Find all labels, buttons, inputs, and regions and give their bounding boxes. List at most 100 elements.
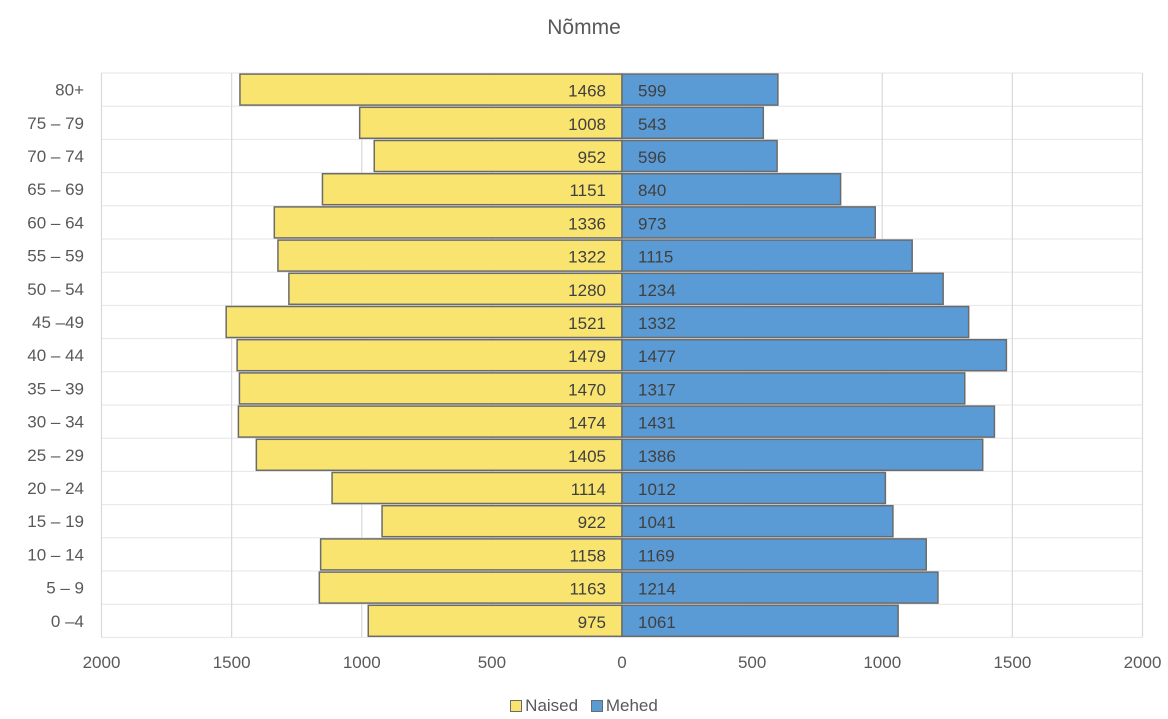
category-label: 75 – 79 <box>27 114 84 133</box>
data-label-naised: 922 <box>578 513 606 532</box>
bar-naised <box>321 172 623 206</box>
data-label-naised: 1468 <box>568 82 606 101</box>
bar-naised <box>255 438 623 472</box>
x-tick-label: 1500 <box>993 653 1031 672</box>
category-label: 65 – 69 <box>27 180 84 199</box>
data-label-naised: 975 <box>578 613 606 632</box>
x-tick-label: 2000 <box>83 653 121 672</box>
category-label: 80+ <box>55 81 84 100</box>
data-label-naised: 1163 <box>569 580 606 599</box>
bar-mehed <box>621 372 966 405</box>
bar-mehed <box>621 106 765 140</box>
category-label: 60 – 64 <box>27 213 84 232</box>
category-label: 30 – 34 <box>27 413 84 432</box>
x-tick-label: 2000 <box>1124 653 1162 672</box>
data-label-mehed: 1431 <box>638 414 676 433</box>
data-label-naised: 1158 <box>569 546 606 565</box>
legend-swatch-mehed <box>590 700 603 712</box>
bar-naised <box>239 73 623 106</box>
legend-item-naised: Naised <box>510 696 578 716</box>
bar-naised <box>238 372 623 405</box>
category-label: 5 – 9 <box>46 579 84 598</box>
data-label-naised: 1474 <box>568 414 606 433</box>
bar-naised <box>288 272 623 306</box>
bar-naised <box>381 504 623 538</box>
data-label-mehed: 1012 <box>638 480 676 499</box>
data-label-naised: 1521 <box>568 314 606 333</box>
data-label-mehed: 1115 <box>638 248 673 267</box>
bar-naised <box>273 206 623 239</box>
category-label: 55 – 59 <box>27 247 84 266</box>
data-label-naised: 1151 <box>569 181 606 200</box>
bar-mehed <box>621 172 842 206</box>
data-label-naised: 1322 <box>568 248 606 267</box>
data-label-naised: 1008 <box>568 115 606 134</box>
category-label: 20 – 24 <box>27 479 84 498</box>
category-label: 25 – 29 <box>27 446 84 465</box>
x-tick-label: 0 <box>617 653 626 672</box>
legend: Naised Mehed <box>0 696 1168 717</box>
data-label-mehed: 840 <box>638 181 666 200</box>
chart-title: Nõmme <box>547 16 621 39</box>
data-label-naised: 1280 <box>568 281 606 300</box>
data-label-naised: 1336 <box>568 214 606 233</box>
category-label: 0 –4 <box>51 612 84 631</box>
data-label-mehed: 1169 <box>638 546 675 565</box>
data-label-mehed: 1214 <box>638 580 676 599</box>
data-label-mehed: 1317 <box>638 380 676 399</box>
category-label: 35 – 39 <box>27 379 84 398</box>
bar-mehed <box>621 73 779 106</box>
data-label-naised: 1405 <box>568 447 606 466</box>
data-label-mehed: 1332 <box>638 314 676 333</box>
bar-mehed <box>621 538 927 571</box>
bar-mehed <box>621 139 778 173</box>
x-tick-label: 1000 <box>343 653 381 672</box>
category-label: 70 – 74 <box>27 147 84 166</box>
bar-naised <box>373 139 623 173</box>
data-label-mehed: 1234 <box>638 281 676 300</box>
data-label-mehed: 1041 <box>638 513 676 532</box>
bar-mehed <box>621 206 876 239</box>
bar-mehed <box>621 405 996 438</box>
bar-mehed <box>621 272 944 306</box>
x-tick-label: 1000 <box>863 653 901 672</box>
data-label-mehed: 973 <box>638 214 666 233</box>
data-label-naised: 1479 <box>568 347 606 366</box>
data-label-mehed: 1386 <box>638 447 676 466</box>
bar-mehed <box>621 239 913 272</box>
data-label-mehed: 543 <box>638 115 666 134</box>
bar-naised <box>331 471 623 505</box>
bar-mehed <box>621 571 939 604</box>
data-label-mehed: 1061 <box>638 613 676 632</box>
bar-mehed <box>621 504 894 538</box>
bar-naised <box>237 405 623 438</box>
bar-naised <box>225 305 623 339</box>
data-label-naised: 952 <box>578 148 606 167</box>
category-label: 40 – 44 <box>27 346 84 365</box>
data-label-mehed: 1477 <box>638 347 676 366</box>
legend-label-mehed: Mehed <box>605 696 658 715</box>
category-label: 15 – 19 <box>27 512 84 531</box>
bar-naised <box>236 338 623 372</box>
data-label-naised: 1114 <box>571 480 606 499</box>
bar-naised <box>319 538 623 571</box>
category-label: 10 – 14 <box>27 545 84 564</box>
category-label: 50 – 54 <box>27 280 84 299</box>
x-tick-label: 500 <box>478 653 506 672</box>
bar-naised <box>367 604 623 638</box>
bar-mehed <box>621 604 899 638</box>
bar-mehed <box>621 338 1008 372</box>
x-tick-label: 500 <box>738 653 766 672</box>
category-label: 45 –49 <box>32 313 84 332</box>
bar-mehed <box>621 471 887 505</box>
legend-label-naised: Naised <box>525 696 579 715</box>
data-label-naised: 1470 <box>568 380 606 399</box>
legend-swatch-naised <box>510 700 523 712</box>
data-label-mehed: 596 <box>638 148 666 167</box>
data-label-mehed: 599 <box>638 82 666 101</box>
x-tick-label: 1500 <box>213 653 251 672</box>
legend-item-mehed: Mehed <box>590 696 658 716</box>
bar-mehed <box>621 305 970 339</box>
bar-mehed <box>621 438 984 472</box>
